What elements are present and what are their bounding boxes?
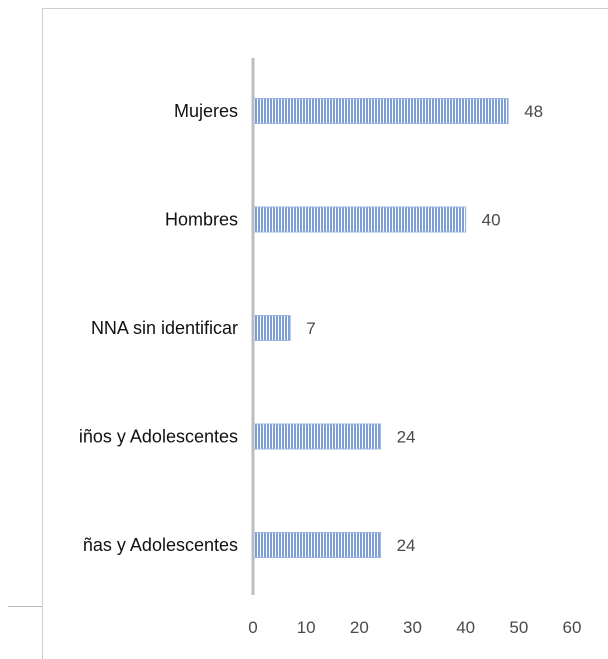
x-tick-label: 0 <box>248 618 257 637</box>
category-label: Mujeres <box>174 101 238 121</box>
x-tick-label: 50 <box>509 618 528 637</box>
x-tick-label: 10 <box>297 618 316 637</box>
bar <box>252 206 467 233</box>
x-tick-label: 30 <box>403 618 422 637</box>
x-tick-label: 20 <box>350 618 369 637</box>
category-label: ñas y Adolescentes <box>83 535 238 555</box>
bar <box>252 315 291 341</box>
category-label: iños y Adolescentes <box>79 427 238 447</box>
bar <box>252 423 382 450</box>
bar <box>252 532 382 558</box>
category-label: Hombres <box>165 210 238 230</box>
x-tick-label: 40 <box>456 618 475 637</box>
category-label: NNA sin identificar <box>91 318 238 338</box>
x-tick-label: 60 <box>563 618 582 637</box>
bar <box>252 98 509 124</box>
data-label: 48 <box>524 102 543 121</box>
divider-line <box>8 606 42 607</box>
data-label: 24 <box>397 428 416 447</box>
data-label: 40 <box>482 211 501 230</box>
data-label: 24 <box>397 536 416 555</box>
bar-chart: Mujeres Hombres NNA sin identificar iños y … <box>79 58 582 637</box>
data-label: 7 <box>306 319 315 338</box>
